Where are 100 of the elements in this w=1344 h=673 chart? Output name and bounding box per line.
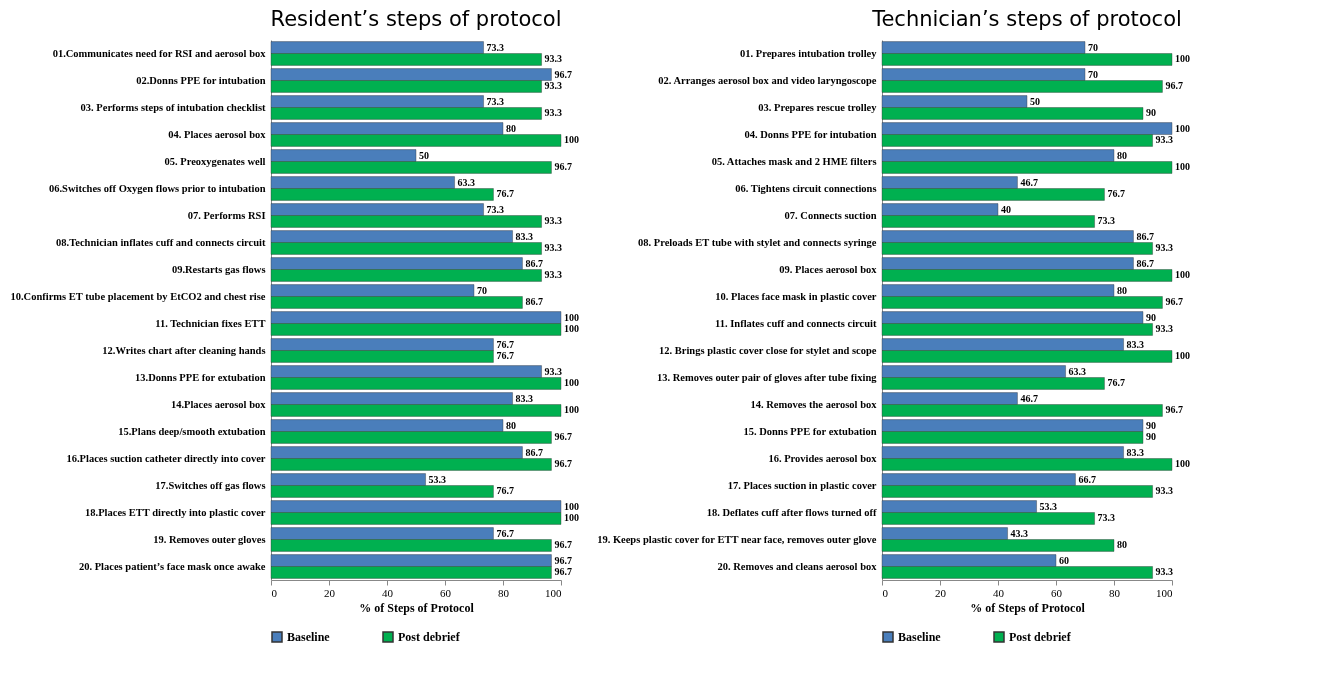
data-label: 80 xyxy=(506,122,516,134)
data-label: 76.7 xyxy=(496,485,514,497)
data-label: 96.7 xyxy=(554,554,572,566)
data-label: 93.3 xyxy=(1155,323,1174,335)
data-label: 46.7 xyxy=(1020,392,1038,404)
data-label: 73.3 xyxy=(1097,215,1116,227)
y-tick-label: 05. Preoxygenates well xyxy=(164,155,266,167)
data-label: 80 xyxy=(1117,149,1127,161)
y-tick-label: 15.Plans deep/smooth extubation xyxy=(118,425,266,437)
data-label: 100 xyxy=(564,512,579,524)
data-label: 53.3 xyxy=(1039,500,1058,512)
y-tick-label: 06.Switches off Oxygen flows prior to intubation xyxy=(48,182,266,194)
y-tick-label: 17. Places suction in plastic cover xyxy=(727,479,877,491)
y-tick-label: 07. Connects suction xyxy=(784,209,877,221)
y-tick-label: 13. Removes outer pair of gloves after tube fixing xyxy=(656,371,878,383)
data-label: 83.3 xyxy=(1126,446,1145,458)
data-label: 63.3 xyxy=(1068,365,1087,377)
data-label: 100 xyxy=(1175,269,1190,281)
data-label: 63.3 xyxy=(457,176,476,188)
data-label: 76.7 xyxy=(496,338,514,350)
data-label: 86.7 xyxy=(1136,230,1154,242)
data-label: 73.3 xyxy=(486,95,505,107)
y-tick-label: 05. Attaches mask and 2 HME filters xyxy=(711,155,877,167)
y-tick-label: 02.Donns PPE for intubation xyxy=(136,74,266,86)
chart-title: Resident’s steps of protocol xyxy=(270,7,562,31)
x-tick-label: 60 xyxy=(1051,586,1063,599)
data-label: 93.3 xyxy=(544,215,563,227)
data-label: 100 xyxy=(564,377,579,389)
y-tick-label: 09.Restarts gas flows xyxy=(171,263,266,275)
data-label: 46.7 xyxy=(1020,176,1038,188)
x-axis-title: % of Steps of Protocol xyxy=(359,600,475,615)
data-label: 80 xyxy=(506,419,516,431)
data-label: 73.3 xyxy=(486,41,505,53)
data-label: 100 xyxy=(1175,161,1190,173)
data-label: 83.3 xyxy=(515,392,534,404)
data-label: 90 xyxy=(1146,311,1156,323)
x-tick-label: 20 xyxy=(324,586,336,599)
data-label: 50 xyxy=(419,149,429,161)
data-label: 96.7 xyxy=(554,458,572,470)
y-tick-label: 17.Switches off gas flows xyxy=(155,479,266,491)
data-label: 96.7 xyxy=(1165,404,1183,416)
y-tick-label: 01. Prepares intubation trolley xyxy=(740,47,878,59)
data-label: 66.7 xyxy=(1078,473,1096,485)
y-tick-label: 10.Confirms ET tube placement by EtCO2 and chest rise xyxy=(10,290,266,302)
data-label: 96.7 xyxy=(554,431,572,443)
data-label: 50 xyxy=(1030,95,1040,107)
y-tick-label: 16.Places suction catheter directly into cover xyxy=(66,452,266,464)
data-label: 40 xyxy=(1001,203,1011,215)
y-tick-label: 19. Keeps plastic cover for ETT near face, removes outer glove xyxy=(597,533,877,545)
y-tick-label: 14.Places aerosol box xyxy=(170,398,267,410)
data-label: 100 xyxy=(1175,122,1190,134)
data-label: 100 xyxy=(564,404,579,416)
y-tick-label: 20. Removes and cleans aerosol box xyxy=(717,560,878,572)
data-label: 60 xyxy=(1059,554,1069,566)
x-tick-label: 100 xyxy=(545,586,562,599)
data-label: 76.7 xyxy=(1107,188,1125,200)
data-label: 100 xyxy=(1175,53,1190,65)
data-label: 93.3 xyxy=(1155,242,1174,254)
x-tick-label: 0 xyxy=(882,586,889,599)
legend-label: Baseline xyxy=(287,630,331,644)
data-label: 93.3 xyxy=(1155,485,1174,497)
y-tick-label: 12.Writes chart after cleaning hands xyxy=(102,344,266,356)
data-label: 93.3 xyxy=(544,53,563,65)
y-tick-label: 12. Brings plastic cover close for stylet and scope xyxy=(659,344,877,356)
y-tick-label: 03. Prepares rescue trolley xyxy=(758,101,878,113)
data-label: 80 xyxy=(1117,539,1127,551)
data-label: 83.3 xyxy=(1126,338,1145,350)
data-label: 90 xyxy=(1146,431,1156,443)
data-label: 100 xyxy=(564,323,579,335)
x-tick-label: 60 xyxy=(440,586,452,599)
x-tick-label: 40 xyxy=(382,586,394,599)
data-label: 93.3 xyxy=(544,107,563,119)
data-label: 96.7 xyxy=(554,161,572,173)
y-tick-label: 11. Technician fixes ETT xyxy=(155,317,266,329)
data-label: 96.7 xyxy=(1165,296,1183,308)
legend-label: Baseline xyxy=(898,630,942,644)
data-label: 73.3 xyxy=(1097,512,1116,524)
data-label: 96.7 xyxy=(1165,80,1183,92)
data-label: 70 xyxy=(1088,41,1098,53)
y-tick-label: 04. Donns PPE for intubation xyxy=(744,128,877,140)
y-tick-label: 10. Places face mask in plastic cover xyxy=(715,290,877,302)
data-label: 96.7 xyxy=(554,566,572,578)
data-label: 93.3 xyxy=(544,80,563,92)
data-label: 93.3 xyxy=(1155,134,1174,146)
data-label: 100 xyxy=(1175,350,1190,362)
data-label: 80 xyxy=(1117,284,1127,296)
data-label: 86.7 xyxy=(525,446,543,458)
data-label: 93.3 xyxy=(1155,566,1174,578)
data-label: 53.3 xyxy=(428,473,447,485)
data-label: 73.3 xyxy=(486,203,505,215)
x-tick-label: 80 xyxy=(1109,586,1121,599)
data-label: 90 xyxy=(1146,419,1156,431)
data-label: 100 xyxy=(564,311,579,323)
y-tick-label: 18. Deflates cuff after flows turned off xyxy=(706,506,877,518)
legend-label: Post debrief xyxy=(398,630,461,644)
y-tick-label: 14. Removes the aerosol box xyxy=(750,398,878,410)
y-tick-label: 15. Donns PPE for extubation xyxy=(743,425,877,437)
x-tick-label: 100 xyxy=(1156,586,1173,599)
data-label: 100 xyxy=(1175,458,1190,470)
y-tick-label: 08.Technician inflates cuff and connects circuit xyxy=(56,236,266,248)
